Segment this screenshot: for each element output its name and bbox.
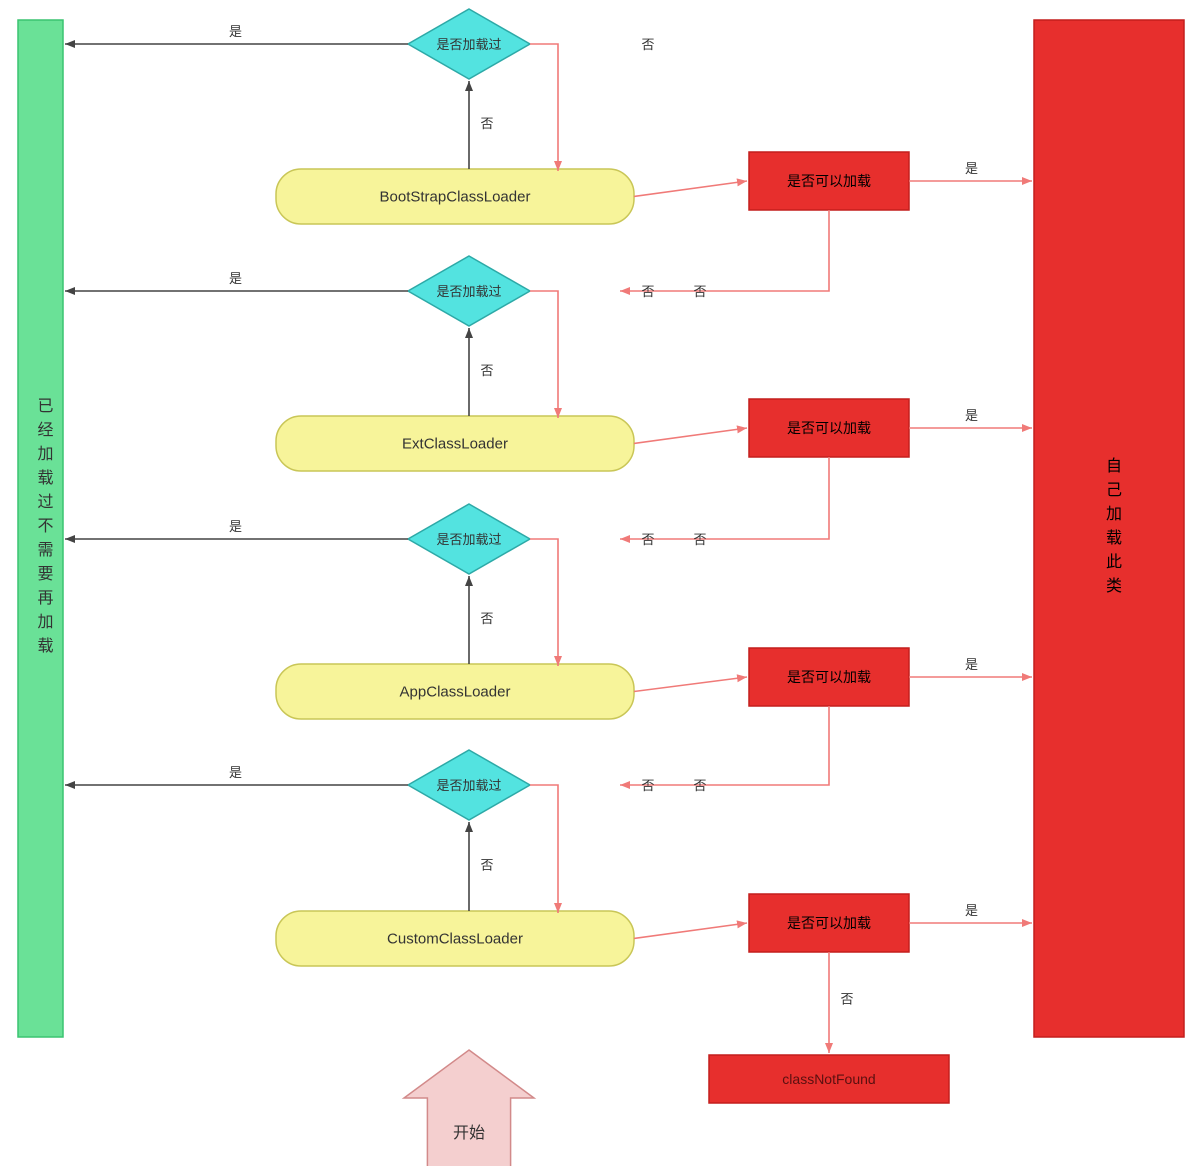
edge-check-no-2: [620, 706, 829, 785]
edge-diamond-no-lbl-0: 否: [641, 37, 654, 52]
right-bar-label: 自己加载此类: [1099, 457, 1123, 601]
loader-label-ext: ExtClassLoader: [402, 436, 508, 453]
left-bar-label: 已经加载过不需要再加载: [31, 397, 55, 661]
edge-loader-check-2: [634, 677, 747, 692]
edge-loader-check-3: [634, 923, 747, 939]
edge-loader-check-1: [634, 428, 747, 444]
edge-left-yes-lbl-3: 是: [229, 765, 242, 780]
diamond-label-0: 是否加载过: [436, 37, 501, 52]
start-label: 开始: [453, 1124, 485, 1142]
check-label-2: 是否可以加载: [787, 669, 871, 685]
edge-diamond-no-lbl-3: 否: [641, 778, 654, 793]
check-label-0: 是否可以加载: [787, 173, 871, 189]
loader-label-custom: CustomClassLoader: [387, 931, 523, 948]
edge-diamond-no-lbl-1: 否: [641, 284, 654, 299]
edge-left-yes-lbl-2: 是: [229, 519, 242, 534]
edge-check-no-lbl-2: 否: [693, 778, 706, 793]
start-arrow: [404, 1050, 534, 1166]
diagram-canvas: BootStrapClassLoader ExtClassLoader AppCla…: [0, 0, 1200, 1166]
edge-check-cnf-lbl: 否: [840, 992, 853, 1007]
edge-check-yes-lbl-0: 是: [965, 161, 978, 176]
edge-left-yes-lbl-0: 是: [229, 24, 242, 39]
edge-loader-check-0: [634, 181, 747, 197]
edge-check-no-0: [620, 210, 829, 291]
edge-check-yes-lbl-1: 是: [965, 408, 978, 423]
edge-left-yes-lbl-1: 是: [229, 271, 242, 286]
edge-up-no-3: 否: [480, 858, 493, 873]
edge-check-no-lbl-0: 否: [693, 284, 706, 299]
edge-check-yes-lbl-3: 是: [965, 903, 978, 918]
edge-up-no-2: 否: [480, 611, 493, 626]
edge-up-no-1: 否: [480, 363, 493, 378]
check-label-3: 是否可以加载: [787, 915, 871, 931]
loader-label-app: AppClassLoader: [400, 684, 511, 701]
edge-diamond-no-0: [530, 44, 558, 171]
edge-up-no-0: 否: [480, 116, 493, 131]
edge-diamond-no-2: [530, 539, 558, 666]
class-not-found-label: classNotFound: [782, 1071, 875, 1087]
edge-diamond-no-3: [530, 785, 558, 913]
diamond-label-3: 是否加载过: [436, 778, 501, 793]
diamond-label-1: 是否加载过: [436, 284, 501, 299]
edge-diamond-no-1: [530, 291, 558, 418]
edge-check-no-1: [620, 457, 829, 539]
edge-check-yes-lbl-2: 是: [965, 657, 978, 672]
diamond-label-2: 是否加载过: [436, 532, 501, 547]
loader-label-boot: BootStrapClassLoader: [380, 189, 531, 206]
edge-diamond-no-lbl-2: 否: [641, 532, 654, 547]
edge-check-no-lbl-1: 否: [693, 532, 706, 547]
check-label-1: 是否可以加载: [787, 420, 871, 436]
diagram-svg: BootStrapClassLoader ExtClassLoader AppCla…: [0, 0, 1200, 1166]
